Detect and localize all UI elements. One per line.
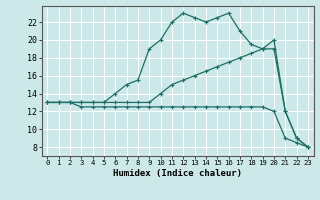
X-axis label: Humidex (Indice chaleur): Humidex (Indice chaleur) <box>113 169 242 178</box>
